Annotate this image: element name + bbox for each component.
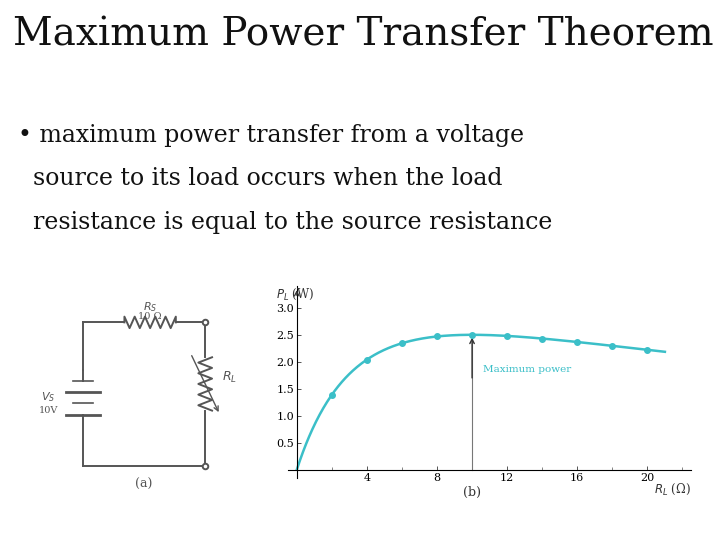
Text: source to its load occurs when the load: source to its load occurs when the load (18, 167, 503, 191)
Text: 10V: 10V (39, 406, 58, 415)
Text: resistance is equal to the source resistance: resistance is equal to the source resist… (18, 211, 552, 234)
Text: $R_L$ (Ω): $R_L$ (Ω) (654, 482, 691, 497)
Text: Maximum Power Transfer Theorem: Maximum Power Transfer Theorem (13, 16, 714, 53)
Text: $R_L$: $R_L$ (222, 370, 238, 386)
Text: Maximum power: Maximum power (482, 364, 571, 374)
Text: $R_S$: $R_S$ (143, 300, 158, 314)
Text: $V_S$: $V_S$ (41, 390, 55, 404)
Text: • maximum power transfer from a voltage: • maximum power transfer from a voltage (18, 124, 524, 147)
Text: $P_L$ (W): $P_L$ (W) (276, 287, 314, 302)
Text: (b): (b) (463, 486, 481, 499)
Text: (a): (a) (135, 478, 153, 491)
Text: 10 Ω: 10 Ω (138, 312, 162, 321)
